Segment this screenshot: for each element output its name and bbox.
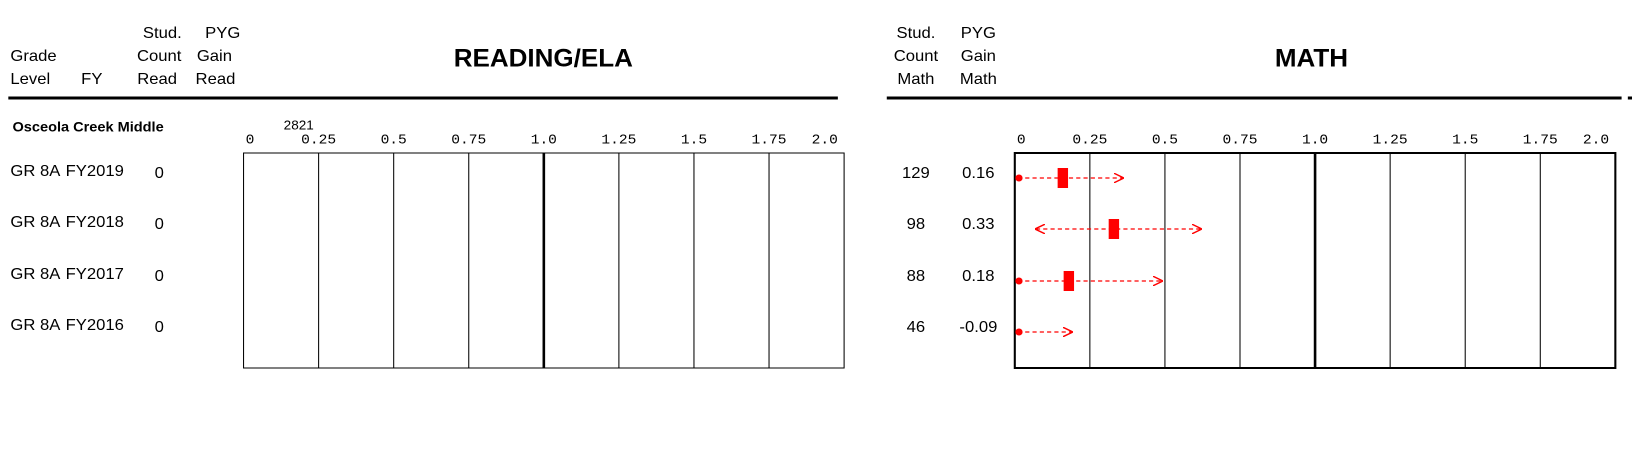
header-grade: Level xyxy=(10,71,50,89)
header-math-count: Math xyxy=(897,71,934,89)
header-read-count: Count xyxy=(137,48,182,66)
annotation: 2821 xyxy=(284,118,314,133)
x-tick-label: 0.75 xyxy=(1223,133,1258,149)
gain-marker xyxy=(1108,219,1120,239)
header-math-gain: Gain xyxy=(961,48,996,66)
grade: GR 8A xyxy=(10,163,60,181)
fy: FY2018 xyxy=(66,214,124,232)
grade: GR 8A xyxy=(10,266,60,284)
x-tick-label: 2.0 xyxy=(1583,133,1609,149)
math-title: MATH xyxy=(1275,45,1348,72)
interval-clip-dot xyxy=(1015,277,1023,285)
math-gain: 0.18 xyxy=(962,268,994,286)
math-count: 88 xyxy=(907,268,926,286)
interval-clip-dot xyxy=(1015,328,1023,336)
gain-marker xyxy=(1057,168,1069,188)
fy: FY2016 xyxy=(66,317,124,335)
grade: GR 8A xyxy=(10,214,60,232)
math-gain: 0.16 xyxy=(962,165,994,183)
math-count: 46 xyxy=(907,319,926,337)
read-count: 0 xyxy=(155,319,164,337)
x-tick-label: 0.75 xyxy=(451,133,486,149)
x-tick-label: 0.25 xyxy=(301,133,336,149)
interval-clip-dot xyxy=(1015,174,1023,182)
x-tick-label: 1.0 xyxy=(1302,133,1328,149)
x-tick-label: 2.0 xyxy=(812,133,838,149)
x-tick-label: 1.25 xyxy=(1373,133,1408,149)
x-tick-label: 0.25 xyxy=(1072,133,1107,149)
header-math-count: Stud. xyxy=(896,25,935,43)
math-gain: -0.09 xyxy=(959,319,997,337)
read-count: 0 xyxy=(155,165,164,183)
header-fy: FY xyxy=(81,71,102,89)
reading-title: READING/ELA xyxy=(454,45,633,72)
gain-marker xyxy=(1063,271,1075,291)
x-tick-label: 1.25 xyxy=(601,133,636,149)
header-read-gain: Gain xyxy=(197,48,232,66)
x-tick-label: 0 xyxy=(246,133,255,149)
x-tick-label: 0 xyxy=(1017,133,1026,149)
math-gain: 0.33 xyxy=(962,216,994,234)
header-read-count: Stud. xyxy=(143,25,182,43)
math-count: 129 xyxy=(902,165,930,183)
x-tick-label: 1.75 xyxy=(1523,133,1558,149)
header-read-count: Read xyxy=(137,71,177,89)
x-tick-label: 1.5 xyxy=(1452,133,1478,149)
fy: FY2017 xyxy=(66,266,124,284)
header-math-gain: PYG xyxy=(961,25,996,43)
x-tick-label: 0.5 xyxy=(381,133,407,149)
school-name: Osceola Creek Middle xyxy=(12,120,163,136)
header-read-gain: Read xyxy=(196,71,236,89)
x-tick-label: 0.5 xyxy=(1152,133,1178,149)
x-tick-label: 1.75 xyxy=(752,133,787,149)
x-tick-label: 1.0 xyxy=(531,133,557,149)
read-count: 0 xyxy=(155,216,164,234)
header-math-gain: Math xyxy=(960,71,997,89)
header-grade: Grade xyxy=(10,48,56,66)
x-tick-label: 1.5 xyxy=(681,133,707,149)
read-count: 0 xyxy=(155,268,164,286)
header-math-count: Count xyxy=(894,48,939,66)
math-count: 98 xyxy=(907,216,926,234)
grade: GR 8A xyxy=(10,317,60,335)
fy: FY2019 xyxy=(66,163,124,181)
header-read-gain: PYG xyxy=(205,25,240,43)
